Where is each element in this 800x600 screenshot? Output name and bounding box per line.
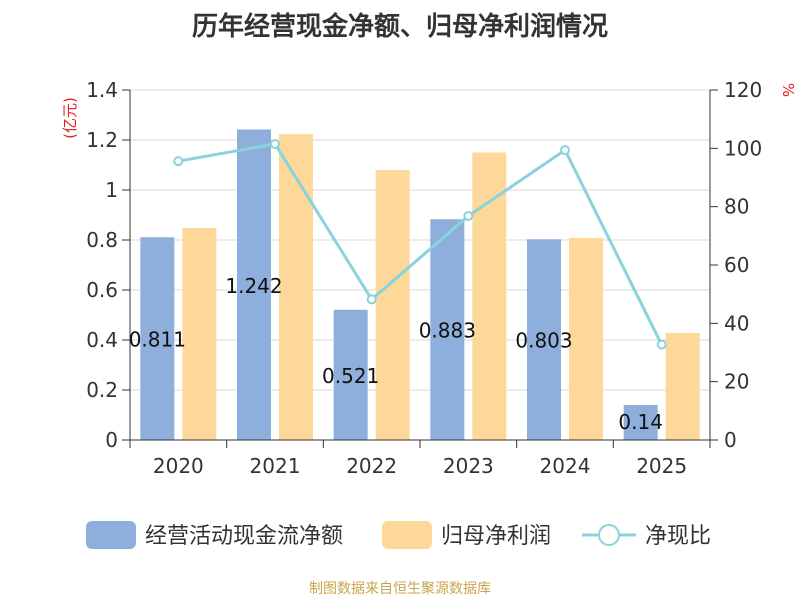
legend-marker-ratio <box>598 524 620 546</box>
bar-net-profit <box>665 333 700 440</box>
line-point <box>656 339 667 350</box>
bar-layer <box>140 129 700 440</box>
legend-swatch-cashflow <box>86 521 136 549</box>
line-point <box>463 211 474 221</box>
x-tick-label: 2022 <box>346 454 397 478</box>
bar-net-profit <box>279 134 313 440</box>
data-label: 0.521 <box>322 364 379 388</box>
y-tick-label: 0.2 <box>86 378 118 402</box>
y-tick-label: 1 <box>105 178 118 202</box>
data-label: 0.883 <box>419 319 476 343</box>
y2-tick-label: 80 <box>724 195 749 219</box>
line-point <box>560 145 570 156</box>
bar-net-profit <box>375 170 410 440</box>
line-point <box>366 294 377 305</box>
data-label: 0.14 <box>618 410 663 434</box>
y2-axis-title: % <box>779 83 797 97</box>
data-label: 1.242 <box>225 274 282 298</box>
x-tick-label: 2025 <box>636 454 687 478</box>
data-label-layer: 0.811 1.242 0.521 0.883 0.803 0.14 <box>129 274 663 434</box>
bar-cashflow <box>237 129 271 440</box>
y-tick-label: 0 <box>105 428 118 452</box>
y-tick-label: 0.6 <box>86 278 118 302</box>
y2-tick-label: 0 <box>724 428 737 452</box>
y-axis-title: (亿元) <box>61 97 79 139</box>
legend-label: 净现比 <box>645 524 711 549</box>
y-tick-label: 1.4 <box>86 78 118 102</box>
x-tick-label: 2023 <box>443 454 494 478</box>
y2-tick-label: 60 <box>724 253 749 277</box>
data-label: 0.803 <box>515 329 572 353</box>
bar-cashflow <box>623 405 658 440</box>
y-tick-label: 0.8 <box>86 228 118 252</box>
data-label: 0.811 <box>129 328 186 352</box>
legend: 经营活动现金流净额 归母净利润 净现比 <box>86 521 711 549</box>
legend-swatch-net-profit <box>382 521 432 549</box>
x-tick-label: 2024 <box>540 454 591 478</box>
y-tick-label: 1.2 <box>86 128 118 152</box>
y2-tick-label: 20 <box>724 370 749 394</box>
source-note: 制图数据来自恒生聚源数据库 <box>309 581 491 597</box>
line-ratio <box>178 142 664 346</box>
line-point <box>270 138 280 149</box>
grid-layer <box>130 89 710 391</box>
bar-net-profit <box>472 152 507 440</box>
legend-label: 经营活动现金流净额 <box>145 524 343 549</box>
line-point <box>173 156 184 167</box>
bar-cashflow <box>333 309 368 440</box>
y2-tick-label: 40 <box>724 311 749 335</box>
bar-cashflow <box>140 237 175 440</box>
bar-cashflow <box>527 239 561 440</box>
x-tick-label: 2020 <box>153 454 204 478</box>
bar-cashflow <box>430 219 465 440</box>
y2-tick-label: 100 <box>724 136 762 160</box>
y2-tick-label: 120 <box>724 78 762 102</box>
chart-title: 历年经营现金净额、归母净利润情况 <box>191 12 608 42</box>
legend-label: 归母净利润 <box>441 524 551 549</box>
bar-net-profit <box>569 238 603 440</box>
axis-layer: 0 0.2 0.4 0.6 0.8 1 1.2 1.4 0 20 40 60 80 100 120 (亿元)%… <box>61 78 797 478</box>
line-layer <box>173 138 667 350</box>
y-tick-label: 0.4 <box>86 328 118 352</box>
x-tick-label: 2021 <box>250 454 301 478</box>
bar-net-profit <box>182 228 217 440</box>
